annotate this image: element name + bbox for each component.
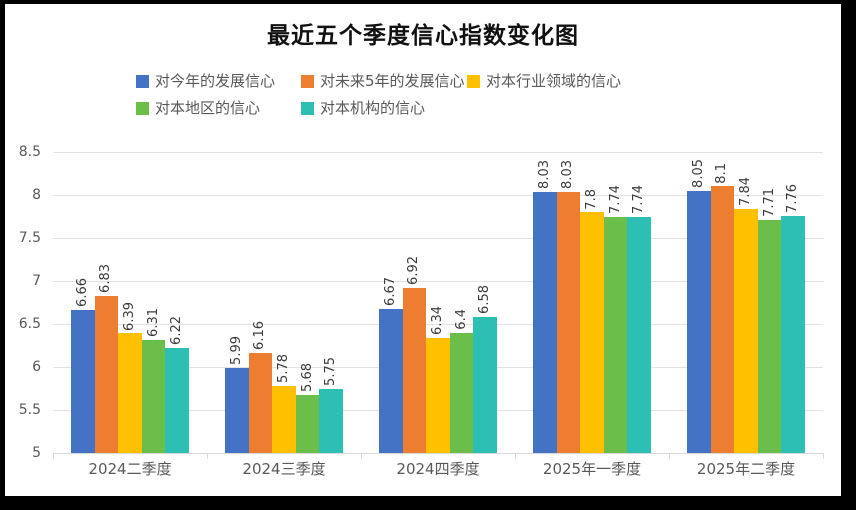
y-axis-label: 6 (32, 359, 41, 375)
y-axis-label: 7.5 (18, 230, 41, 246)
legend-item: 对今年的发展信心 (136, 71, 301, 91)
bar-value-label: 6.39 (122, 301, 137, 331)
bar (141, 340, 166, 453)
category-label: 2024二季度 (88, 460, 172, 478)
category-label: 2024四季度 (396, 460, 480, 478)
bar (734, 208, 758, 453)
legend-item: 对本地区的信心 (136, 98, 301, 118)
bar (272, 385, 296, 453)
bar-value-label: 7.74 (631, 185, 647, 215)
y-axis-label: 5 (32, 445, 41, 461)
bar (379, 309, 403, 453)
legend-item: 对本行业领域的信心 (467, 71, 621, 91)
bar (449, 332, 474, 453)
bar (118, 333, 142, 453)
bar (71, 310, 95, 453)
gridline (53, 324, 823, 325)
bar (533, 192, 557, 453)
gridline (53, 195, 823, 196)
bar (402, 287, 427, 453)
bar (295, 394, 320, 453)
bar-value-label: 7.84 (738, 176, 753, 206)
bar (627, 217, 651, 453)
bar (556, 192, 581, 453)
gridline (53, 281, 823, 282)
y-axis-label: 6.5 (18, 316, 41, 332)
gridline (53, 152, 823, 153)
y-axis-label: 8.5 (18, 144, 41, 160)
bar-value-label: 5.68 (299, 362, 315, 392)
bar-value-label: 7.8 (584, 188, 599, 210)
legend-row: 对今年的发展信心 对未来5年的发展信心 对本行业领域的信心 (136, 71, 621, 91)
y-axis-label: 8 (32, 187, 41, 203)
axis-tick (515, 453, 516, 459)
bar-value-label: 6.67 (382, 277, 398, 307)
axis-tick (361, 453, 362, 459)
bar (319, 388, 343, 453)
legend-row: 对本地区的信心 对本机构的信心 (136, 98, 621, 118)
bar-value-label: 7.74 (607, 185, 623, 215)
bar-value-label: 5.75 (323, 356, 339, 386)
bar-value-label: 7.71 (761, 187, 777, 217)
y-axis-label: 7 (32, 273, 41, 289)
bar (473, 317, 497, 453)
bar (165, 348, 189, 453)
gridline (53, 238, 823, 239)
bar (580, 212, 604, 453)
bar-value-label: 6.58 (477, 285, 493, 315)
bar-value-label: 6.34 (430, 305, 445, 335)
category-label: 2025年一季度 (542, 460, 642, 478)
bar-value-label: 6.66 (74, 278, 90, 308)
category-label: 2024三季度 (242, 460, 326, 478)
bar-value-label: 6.31 (145, 308, 161, 338)
gridline (53, 453, 823, 454)
legend-item: 对未来5年的发展信心 (301, 71, 467, 91)
legend-label: 对未来5年的发展信心 (320, 72, 465, 90)
chart-canvas: 最近五个季度信心指数变化图 对今年的发展信心 对未来5年的发展信心 对本行业领域的信… (5, 4, 841, 496)
bar-value-label: 5.78 (276, 353, 291, 383)
bar-value-label: 8.03 (536, 160, 552, 190)
legend-label: 对今年的发展信心 (155, 72, 276, 90)
bar-value-label: 6.83 (98, 263, 114, 293)
legend-label: 对本行业领域的信心 (486, 72, 622, 90)
bar-value-label: 8.05 (690, 158, 706, 188)
bar-value-label: 8.03 (560, 160, 576, 190)
bar (225, 367, 249, 453)
bar (603, 217, 628, 453)
bar (426, 337, 450, 453)
legend-swatch-icon (136, 74, 149, 88)
bar (781, 215, 805, 453)
legend: 对今年的发展信心 对未来5年的发展信心 对本行业领域的信心对本地区的信心 对本机构的信… (136, 71, 621, 118)
bar (757, 219, 782, 453)
bar-value-label: 6.92 (406, 255, 422, 285)
bar-value-label: 5.99 (228, 335, 244, 365)
axis-tick (669, 453, 670, 459)
legend-swatch-icon (136, 101, 149, 115)
legend-item: 对本机构的信心 (301, 98, 425, 118)
bar-value-label: 6.22 (169, 316, 185, 346)
bar (687, 190, 711, 453)
bar-value-label: 6.16 (252, 321, 268, 351)
bar (710, 186, 735, 453)
bar (94, 295, 119, 453)
legend-swatch-icon (301, 74, 314, 88)
legend-swatch-icon (301, 101, 314, 115)
axis-tick (53, 453, 54, 459)
axis-tick (823, 453, 824, 459)
bar-value-label: 7.76 (785, 183, 801, 213)
legend-label: 对本地区的信心 (155, 99, 261, 117)
y-axis-label: 5.5 (18, 402, 41, 418)
legend-swatch-icon (467, 74, 480, 88)
bar-value-label: 8.1 (714, 162, 730, 184)
legend-label: 对本机构的信心 (320, 99, 426, 117)
axis-tick (207, 453, 208, 459)
bar-value-label: 6.4 (453, 308, 469, 330)
bar (248, 353, 273, 453)
chart-title: 最近五个季度信心指数变化图 (267, 22, 579, 49)
category-label: 2025年二季度 (696, 460, 796, 478)
